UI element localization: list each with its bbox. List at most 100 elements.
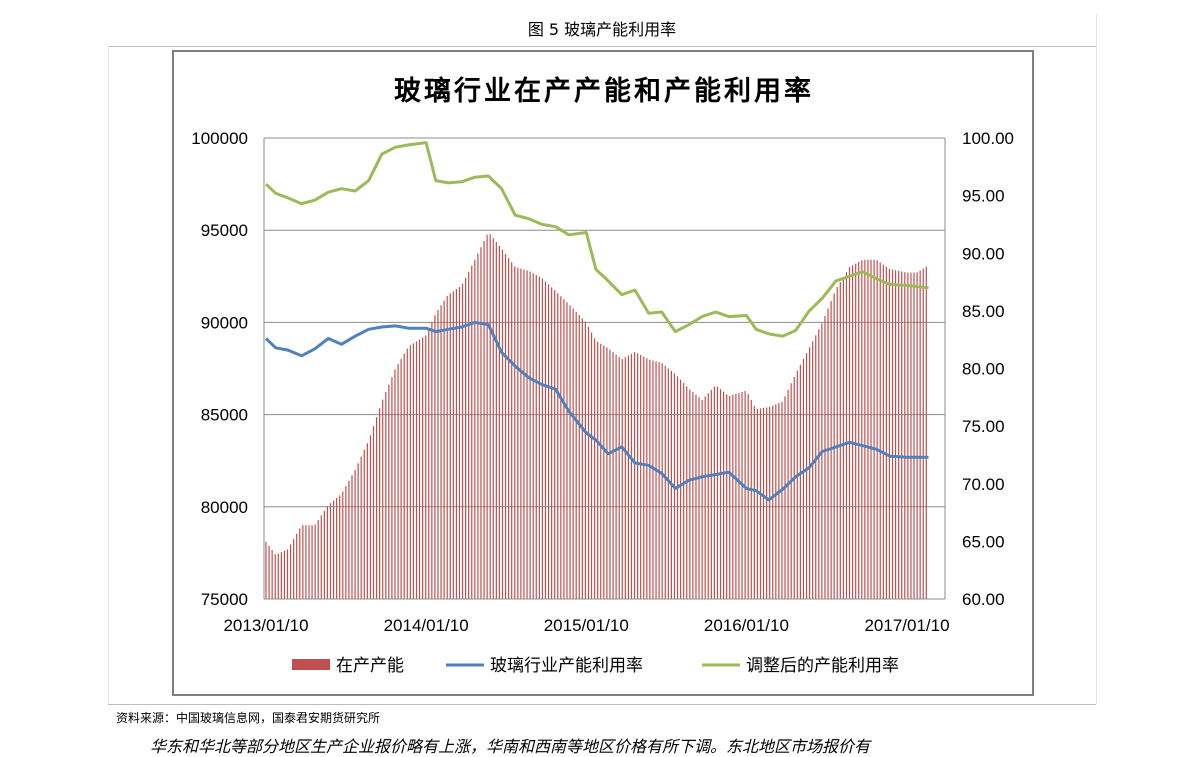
capacity-bar: [652, 360, 654, 599]
capacity-bar: [756, 408, 758, 599]
capacity-bar: [382, 399, 384, 599]
capacity-bar: [326, 506, 329, 599]
capacity-bar: [425, 335, 427, 599]
capacity-bar: [471, 265, 473, 599]
capacity-bar: [394, 369, 396, 599]
utilization-lines: [264, 141, 929, 502]
capacity-bar: [360, 456, 362, 599]
capacity-bar: [379, 408, 381, 599]
y-left-tick-label: 85000: [201, 406, 248, 425]
capacity-bar: [808, 347, 811, 599]
capacity-bar: [563, 299, 565, 599]
capacity-bar: [498, 245, 501, 599]
capacity-bar: [372, 426, 375, 599]
capacity-bar: [551, 287, 553, 599]
capacity-bar: [772, 405, 774, 599]
capacity-bar: [904, 272, 906, 599]
capacity-bar: [640, 354, 642, 599]
capacity-bar: [627, 355, 629, 599]
capacity-bar: [781, 401, 783, 599]
capacity-bar: [643, 356, 645, 599]
bottom-rule: [108, 704, 1096, 705]
capacity-bar: [523, 269, 525, 599]
y-right-tick-label: 80.00: [962, 360, 1005, 379]
capacity-bar: [332, 500, 335, 599]
y-right-tick-label: 95.00: [962, 187, 1005, 206]
capacity-bar: [861, 260, 863, 599]
capacity-bar: [520, 268, 522, 599]
capacity-bar: [480, 247, 482, 599]
capacity-bar: [587, 326, 590, 599]
capacity-bar: [477, 253, 479, 599]
capacity-bar: [428, 329, 430, 599]
capacity-bar: [526, 270, 528, 599]
figure-caption: 图 5 玻璃产能利用率: [108, 14, 1096, 47]
y-left-tick-label: 95000: [201, 221, 248, 240]
capacity-bar: [793, 376, 795, 599]
x-axis-labels: 2013/01/10 2014/01/10 2015/01/10 2016/01/10…: [223, 616, 949, 635]
capacity-bar: [357, 463, 359, 599]
y-right-tick-label: 100.00: [962, 129, 1014, 148]
capacity-bar: [661, 363, 663, 599]
capacity-bar: [465, 277, 467, 599]
plot-border: [263, 138, 946, 600]
capacity-bar: [363, 449, 365, 599]
capacity-bar: [707, 393, 709, 599]
x-tick-label: 2016/01/10: [704, 616, 789, 635]
capacity-bar: [412, 343, 415, 599]
capacity-bar: [345, 486, 347, 599]
y-right-tick-label: 85.00: [962, 302, 1005, 321]
capacity-bar: [609, 349, 611, 599]
capacity-bar: [799, 364, 801, 599]
y-left-tick-label: 75000: [201, 590, 248, 609]
capacity-bar: [858, 261, 860, 599]
capacity-bar: [265, 541, 267, 599]
capacity-bar: [452, 291, 454, 599]
capacity-bar: [790, 383, 792, 599]
capacity-bar: [836, 287, 838, 599]
capacity-bar: [590, 332, 593, 599]
capacity-bar: [907, 272, 909, 599]
capacity-bar: [461, 283, 464, 599]
capacity-bar: [529, 271, 531, 599]
capacity-bar: [735, 393, 737, 599]
capacity-bar: [348, 480, 350, 599]
capacity-bar: [753, 405, 755, 599]
capacity-bar: [336, 497, 338, 599]
capacity-bar: [664, 365, 666, 599]
capacity-bar: [572, 308, 574, 599]
capacity-bar: [658, 362, 660, 599]
capacity-bar: [468, 271, 470, 599]
capacity-bar: [286, 549, 289, 599]
capacity-bar: [618, 357, 620, 599]
capacity-bar: [342, 491, 344, 599]
capacity-bar: [686, 386, 688, 599]
capacity-bar: [305, 525, 307, 599]
capacity-bar: [271, 550, 273, 599]
capacity-bar: [581, 318, 583, 599]
capacity-bar: [578, 315, 580, 599]
capacity-bar: [719, 389, 722, 599]
capacity-bar: [366, 443, 368, 599]
capacity-bar: [885, 266, 887, 599]
capacity-bar: [848, 267, 851, 599]
capacity-bar: [864, 259, 866, 599]
capacity-bar: [409, 345, 411, 599]
capacity-bar: [695, 394, 697, 599]
capacity-bar: [630, 353, 633, 599]
capacity-bar: [759, 408, 762, 599]
capacity-bar: [624, 357, 626, 599]
capacity-bar: [320, 515, 322, 599]
capacity-bar: [560, 296, 562, 599]
legend-label-adjusted: 调整后的产能利用率: [746, 656, 899, 675]
source-note: 资料来源：中国玻璃信息网，国泰君安期货研究所: [116, 711, 381, 725]
capacity-bar: [501, 249, 504, 599]
capacity-bar: [775, 404, 777, 599]
capacity-bar: [824, 315, 826, 599]
capacity-bar: [778, 403, 780, 599]
y-right-tick-label: 75.00: [962, 417, 1005, 436]
y-axis-right-labels: 100.00 95.00 90.00 85.00 80.00 75.00 70.00 65.0…: [962, 129, 1014, 609]
y-right-tick-label: 90.00: [962, 244, 1005, 263]
capacity-bar: [744, 391, 746, 599]
capacity-bar: [916, 272, 918, 599]
